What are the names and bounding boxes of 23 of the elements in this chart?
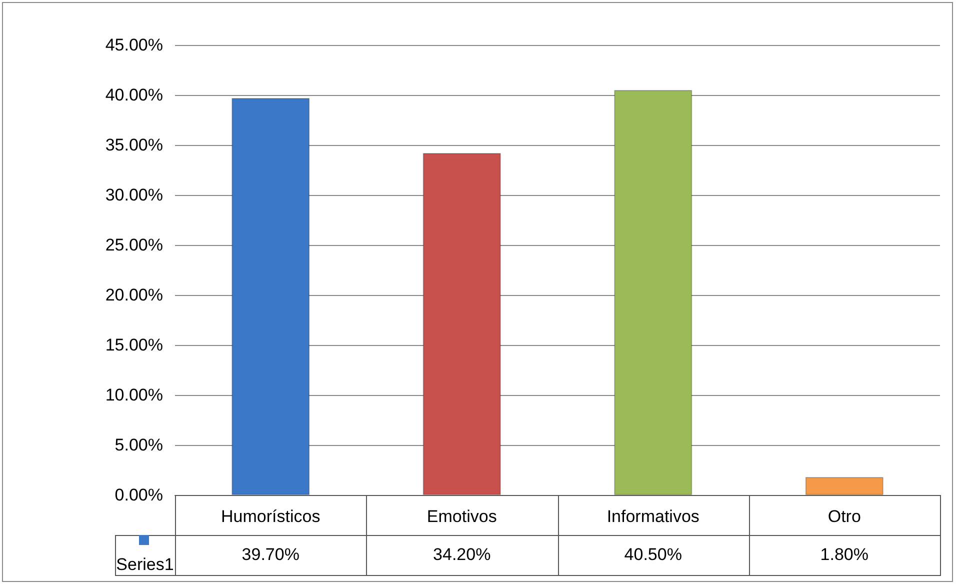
data-label: 34.20%	[432, 544, 492, 566]
x-tick-label: Emotivos	[426, 507, 497, 526]
y-tick-label: 15.00%	[105, 336, 163, 354]
x-tick-label: Informativos	[606, 507, 700, 526]
y-tick-label: 5.00%	[114, 436, 163, 454]
bar	[805, 477, 884, 495]
bar	[614, 90, 692, 495]
legend-label: Series1	[115, 554, 175, 575]
bar	[422, 153, 501, 495]
data-label: 40.50%	[623, 544, 683, 566]
x-tick-label: Otro	[828, 507, 861, 526]
data-label: 1.80%	[819, 544, 870, 566]
y-tick-label: 20.00%	[105, 286, 163, 304]
y-tick-label: 10.00%	[105, 386, 163, 404]
y-tick-label: 40.00%	[105, 86, 163, 104]
y-tick-label: 25.00%	[105, 236, 163, 254]
y-tick-label: 0.00%	[114, 486, 163, 504]
y-tick-label: 45.00%	[105, 36, 163, 54]
y-tick-label: 30.00%	[105, 186, 163, 204]
bar	[232, 98, 310, 495]
y-tick-label: 35.00%	[105, 136, 163, 154]
data-label: 39.70%	[240, 544, 300, 566]
x-tick-label: Humorísticos	[221, 507, 320, 526]
